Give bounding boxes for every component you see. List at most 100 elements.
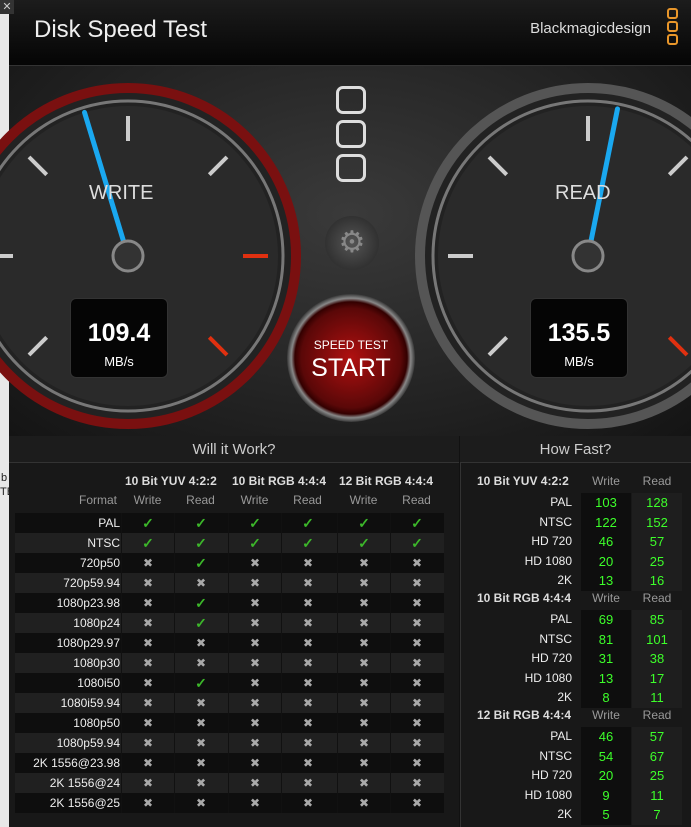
- read-fps-value: 128: [632, 493, 682, 513]
- format-label: 1080p59.94: [56, 736, 120, 750]
- cross-icon: ✖: [281, 633, 334, 653]
- cross-icon: ✖: [337, 633, 390, 653]
- write-speed-unit: MB/s: [104, 354, 134, 369]
- cross-icon: ✖: [174, 733, 227, 753]
- format-label: 2K 1556@24: [49, 776, 120, 790]
- speed-row: HD 1080 20 25: [461, 551, 691, 571]
- cross-icon: ✖: [174, 693, 227, 713]
- table-row: PAL ✓ ✓ ✓ ✓ ✓ ✓: [15, 513, 444, 533]
- read-fps-value: 152: [632, 512, 682, 532]
- read-fps-value: 67: [632, 746, 682, 766]
- subcolumn-header: Write: [349, 493, 378, 507]
- table-row: 2K 1556@25 ✖ ✖ ✖ ✖ ✖ ✖: [15, 793, 444, 813]
- write-fps-value: 122: [581, 512, 631, 532]
- format-label: PAL: [550, 612, 572, 626]
- table-row: 2K 1556@23.98 ✖ ✖ ✖ ✖ ✖ ✖: [15, 753, 444, 773]
- format-label: 1080i50: [77, 676, 120, 690]
- speed-row: NTSC 54 67: [461, 746, 691, 766]
- format-label: 2K: [557, 573, 572, 587]
- format-label: 2K: [557, 690, 572, 704]
- format-label: HD 1080: [524, 787, 572, 802]
- read-column-header: Read: [642, 591, 672, 605]
- cross-icon: ✖: [121, 773, 174, 793]
- format-label: 1080p29.97: [56, 636, 120, 650]
- cross-icon: ✖: [281, 613, 334, 633]
- format-label: 2K 1556@23.98: [33, 756, 120, 770]
- format-label: NTSC: [539, 631, 572, 646]
- speed-row: 2K 5 7: [461, 805, 691, 825]
- write-fps-value: 8: [581, 688, 631, 708]
- write-gauge-ring: [0, 99, 285, 413]
- cross-icon: ✖: [228, 613, 281, 633]
- cross-icon: ✖: [337, 593, 390, 613]
- format-label: HD 1080: [524, 670, 572, 685]
- cross-icon: ✖: [228, 653, 281, 673]
- app-title: Disk Speed Test: [34, 16, 207, 43]
- cross-icon: ✖: [228, 793, 281, 813]
- read-fps-value: 7: [632, 805, 682, 825]
- cross-icon: ✖: [390, 793, 443, 813]
- write-column-header: Write: [592, 708, 620, 722]
- format-label: HD 720: [531, 651, 572, 665]
- format-label: 1080p50: [73, 716, 120, 730]
- speed-row: HD 720 46 57: [461, 532, 691, 552]
- cross-icon: ✖: [121, 633, 174, 653]
- read-gauge-tick: [667, 335, 689, 357]
- read-gauge-ring: [431, 99, 691, 413]
- write-gauge-needle: [82, 109, 131, 259]
- cross-icon: ✖: [337, 713, 390, 733]
- read-fps-value: 85: [632, 610, 682, 630]
- read-speed-value: 135.5: [547, 319, 611, 347]
- read-column-header: Read: [642, 708, 672, 722]
- check-icon: ✓: [281, 533, 334, 553]
- cross-icon: ✖: [390, 773, 443, 793]
- read-fps-value: 11: [632, 785, 682, 805]
- cross-icon: ✖: [281, 653, 334, 673]
- read-gauge-tick: [667, 155, 689, 177]
- write-gauge-label: WRITE: [89, 182, 154, 204]
- cross-icon: ✖: [228, 693, 281, 713]
- read-fps-value: 38: [632, 649, 682, 669]
- cross-icon: ✖: [174, 793, 227, 813]
- section-header: 10 Bit YUV 4:2:2: [477, 474, 569, 488]
- write-speed-value: 109.4: [87, 319, 151, 347]
- cross-icon: ✖: [390, 593, 443, 613]
- cross-icon: ✖: [337, 553, 390, 573]
- gauges-panel: WRITE READ 109.4 MB/s 135.5 MB/s ⚙ SPEED…: [0, 66, 691, 436]
- settings-gear-button[interactable]: ⚙: [325, 216, 379, 270]
- cross-icon: ✖: [174, 773, 227, 793]
- read-fps-value: 25: [632, 551, 682, 571]
- check-icon: ✓: [390, 533, 443, 553]
- check-icon: ✓: [228, 533, 281, 553]
- write-fps-value: 13: [581, 668, 631, 688]
- cross-icon: ✖: [121, 653, 174, 673]
- close-icon[interactable]: ✕: [0, 0, 14, 14]
- cross-icon: ✖: [228, 713, 281, 733]
- read-gauge-tick: [487, 155, 509, 177]
- cross-icon: ✖: [390, 573, 443, 593]
- start-button[interactable]: SPEED TEST START: [287, 294, 415, 422]
- check-icon: ✓: [337, 533, 390, 553]
- table-row: 1080p59.94 ✖ ✖ ✖ ✖ ✖ ✖: [15, 733, 444, 753]
- cross-icon: ✖: [281, 573, 334, 593]
- start-button-label: START: [311, 354, 391, 382]
- cross-icon: ✖: [121, 673, 174, 693]
- speed-row: HD 720 31 38: [461, 649, 691, 669]
- table-row: 1080p50 ✖ ✖ ✖ ✖ ✖ ✖: [15, 713, 444, 733]
- write-gauge-tick: [207, 335, 229, 357]
- write-gauge-tick: [207, 155, 229, 177]
- check-icon: ✓: [174, 513, 227, 533]
- read-fps-value: 57: [632, 727, 682, 747]
- cross-icon: ✖: [174, 753, 227, 773]
- speed-row: 2K 13 16: [461, 571, 691, 591]
- format-label: 2K: [557, 807, 572, 821]
- cross-icon: ✖: [337, 793, 390, 813]
- cross-icon: ✖: [228, 733, 281, 753]
- cross-icon: ✖: [228, 673, 281, 693]
- will-it-work-table: 10 Bit YUV 4:2:2 10 Bit RGB 4:4:4 12 Bit R…: [9, 463, 459, 827]
- write-column-header: Write: [592, 474, 620, 488]
- speed-row: PAL 46 57: [461, 727, 691, 747]
- read-speed-unit: MB/s: [564, 354, 594, 369]
- cross-icon: ✖: [390, 733, 443, 753]
- read-fps-value: 25: [632, 766, 682, 786]
